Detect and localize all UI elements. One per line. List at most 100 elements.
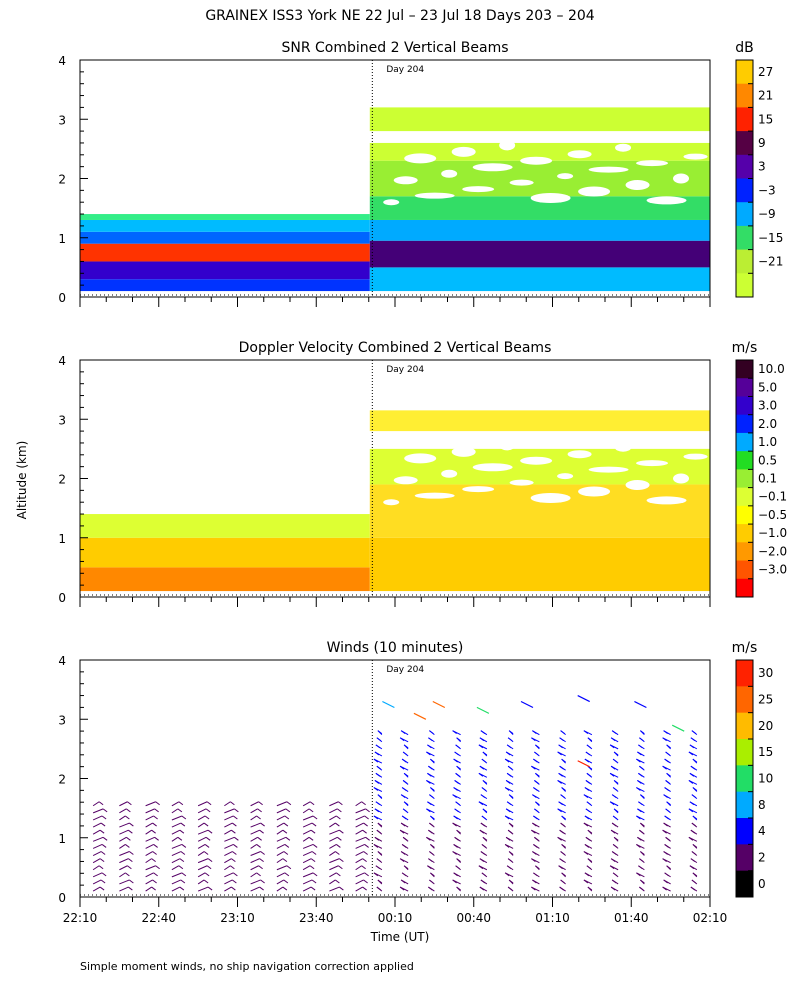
wind-barb-flag	[663, 794, 668, 799]
wind-barb-flag	[337, 836, 342, 841]
wind-barb-flag	[153, 844, 158, 848]
wind-barb-flag	[639, 886, 644, 891]
wind-barb-flag	[587, 829, 593, 834]
wind-barb-flag	[613, 751, 619, 756]
data-gap	[625, 180, 650, 191]
wind-barb-flag	[181, 844, 187, 848]
y-tick-label: 2	[58, 473, 66, 487]
wind-barb-flag	[101, 815, 107, 820]
wind-barb-flag	[612, 787, 618, 791]
colorbar-label: 2	[758, 851, 766, 865]
wind-barb	[355, 886, 363, 892]
wind-barb	[224, 843, 234, 849]
data-gap	[451, 446, 476, 457]
wind-barb-flag	[335, 851, 340, 855]
wind-barb-flag	[401, 787, 407, 791]
data-gap	[530, 493, 571, 504]
wind-barb-flag	[452, 822, 457, 827]
y-axis-label: Altitude (km)	[15, 441, 29, 520]
wind-barb-flag	[482, 808, 488, 813]
wind-barb-flag	[373, 758, 379, 763]
wind-barb-flag	[689, 744, 695, 749]
wind-barb-flag	[455, 772, 460, 777]
data-gap	[472, 163, 513, 172]
colorbar-segment	[736, 660, 753, 687]
wind-barb-flag	[533, 758, 538, 763]
wind-barb-flag	[640, 730, 645, 735]
wind-barb-flag	[639, 829, 644, 834]
wind-barb-flag	[559, 858, 564, 863]
wind-barb-flag	[508, 851, 514, 855]
wind-barb-flag	[232, 822, 237, 827]
wind-barb-flag	[257, 836, 262, 841]
y-tick-label: 0	[58, 291, 66, 305]
wind-barb	[92, 822, 102, 828]
wind-barb-flag	[640, 851, 645, 855]
wind-barb	[145, 843, 154, 849]
panel-title: SNR Combined 2 Vertical Beams	[281, 40, 508, 56]
wind-barb-flag	[308, 808, 314, 813]
wind-barb-flag	[637, 780, 642, 784]
wind-barb-flag	[557, 836, 562, 841]
wind-barb	[119, 815, 126, 821]
wind-barb-flag	[664, 872, 669, 877]
wind-barb-flag	[455, 744, 460, 749]
wind-barb-flag	[203, 879, 209, 884]
wind-barb-flag	[586, 801, 592, 806]
wind-barb-flag	[430, 815, 435, 820]
wind-barb-flag	[375, 801, 381, 806]
colorbar-segment	[736, 765, 753, 793]
y-tick-label: 1	[58, 532, 66, 546]
wind-barb-flag	[690, 886, 696, 891]
wind-barb-flag	[427, 801, 432, 806]
wind-barb-flag	[376, 765, 382, 770]
wind-barb-flag	[640, 879, 645, 884]
wind-barb-flag	[452, 730, 457, 735]
data-gap	[393, 176, 418, 185]
wind-barb-flag	[234, 808, 239, 813]
wind-barb-flag	[179, 858, 185, 863]
colorbar-label: −9	[758, 207, 776, 221]
wind-barb-flag	[285, 836, 291, 841]
wind-barb-flag	[257, 808, 262, 813]
wind-barb-flag	[364, 872, 369, 877]
wind-barb-flag	[613, 836, 619, 841]
wind-barb-flag	[429, 879, 434, 884]
wind-barb	[171, 815, 183, 821]
day-marker-label: Day 204	[386, 365, 424, 375]
colorbar-label: 0.5	[758, 453, 777, 467]
x-tick-label: 01:40	[614, 911, 649, 925]
colorbar-unit: m/s	[732, 640, 758, 656]
wind-barb	[329, 843, 337, 849]
wind-barb	[224, 822, 233, 828]
wind-barb	[197, 808, 207, 814]
wind-barb	[119, 865, 128, 871]
wind-barb	[302, 801, 311, 807]
data-gap	[578, 186, 611, 197]
wind-barb-flag	[609, 772, 615, 777]
wind-barb-flag	[427, 865, 432, 870]
wind-barb-flag	[129, 822, 134, 827]
wind-barb	[355, 879, 364, 885]
heatmap-cell	[80, 514, 370, 538]
colorbar-label: 5.0	[758, 380, 777, 394]
wind-barb-flag	[376, 858, 382, 863]
wind-barb-flag	[374, 780, 380, 784]
wind-barb-flag	[637, 808, 642, 813]
wind-barb-flag	[375, 865, 381, 870]
colorbar-label: 4	[758, 824, 766, 838]
colorbar-segment	[736, 844, 753, 872]
wind-barb-flag	[455, 801, 460, 806]
data-gap	[625, 480, 650, 491]
wind-barb	[476, 706, 490, 714]
wind-barb-flag	[665, 836, 670, 841]
wind-barb-flag	[204, 844, 210, 848]
wind-barb	[329, 851, 336, 856]
wind-barb	[413, 712, 427, 720]
wind-barb	[250, 808, 258, 814]
wind-barb	[329, 829, 340, 835]
wind-barb-flag	[479, 737, 485, 742]
wind-barb-flag	[177, 836, 183, 841]
colorbar-segment	[736, 686, 753, 714]
wind-barb-flag	[481, 844, 487, 848]
